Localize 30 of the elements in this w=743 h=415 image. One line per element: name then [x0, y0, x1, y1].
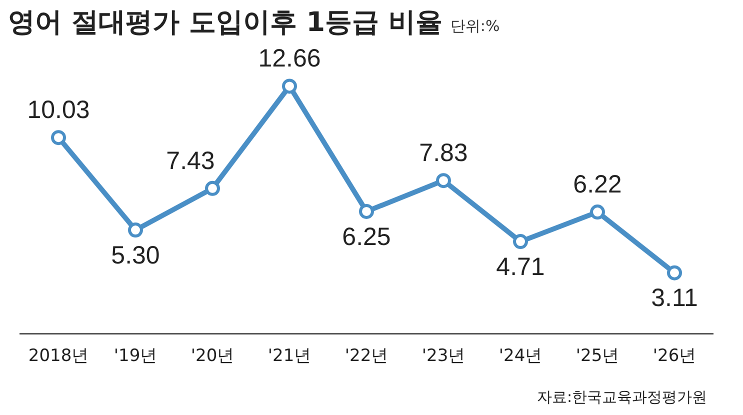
point — [359, 204, 374, 219]
point — [513, 234, 528, 250]
point — [282, 78, 297, 94]
data-label: 7.43 — [166, 146, 215, 175]
data-label: 4.71 — [496, 252, 545, 281]
x-tick-label: '23년 — [422, 346, 466, 366]
point — [128, 222, 143, 238]
point — [667, 265, 682, 280]
data-label: 5.30 — [111, 241, 160, 270]
point — [590, 204, 605, 220]
data-label: 6.25 — [342, 222, 391, 251]
x-tick-label: '21년 — [268, 346, 312, 366]
point — [51, 130, 66, 146]
x-tick-label: '24년 — [498, 346, 542, 366]
data-label: 7.83 — [419, 138, 468, 167]
x-tick-label: '20년 — [190, 346, 234, 366]
x-tick-label: '25년 — [576, 346, 620, 366]
x-tick-label: '26년 — [652, 346, 696, 366]
x-tick-label: '19년 — [114, 346, 158, 366]
data-label: 12.66 — [258, 44, 321, 73]
text: 자료:한국교육과정평가원 — [536, 388, 707, 407]
x-tick-label: '22년 — [344, 346, 388, 366]
data-label: 6.22 — [573, 170, 622, 198]
point — [205, 180, 220, 196]
x-tick-label: 2018년 — [28, 346, 89, 366]
point — [436, 173, 451, 188]
data-label: 3.11 — [651, 284, 698, 312]
chart-title: 영어 절대평가 도입이후 1등급 비율 — [8, 7, 442, 38]
data-label: 10.03 — [27, 96, 90, 124]
chart-subtitle: 단위:% — [450, 17, 500, 35]
